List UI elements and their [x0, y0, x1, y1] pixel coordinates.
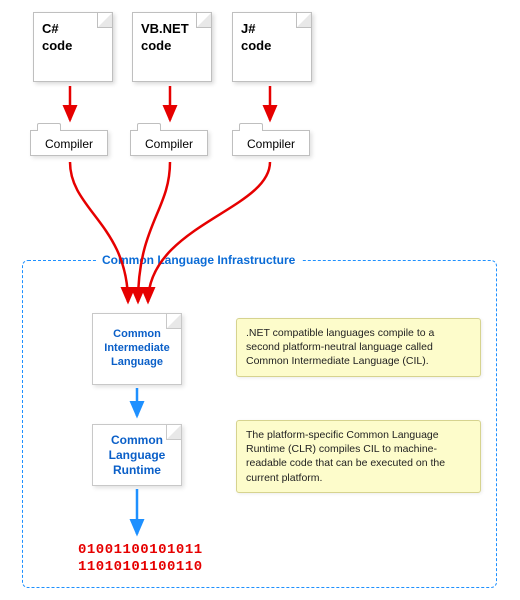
source-label: J#code	[241, 21, 271, 53]
clr-label: CommonLanguageRuntime	[109, 433, 166, 478]
clr-box: CommonLanguageRuntime	[92, 424, 182, 486]
cil-box: CommonIntermediateLanguage	[92, 313, 182, 385]
compiler-label: Compiler	[247, 137, 295, 151]
callout-cil: .NET compatible languages compile to a s…	[236, 318, 481, 377]
compiler-box: Compiler	[232, 130, 310, 156]
cil-label: CommonIntermediateLanguage	[104, 328, 169, 369]
source-box-csharp: C#code	[33, 12, 113, 82]
cli-label-text: Common Language Infrastructure	[102, 253, 295, 267]
binary-output: 01001100101011 11010101100110	[78, 542, 203, 576]
compiler-box: Compiler	[130, 130, 208, 156]
cli-frame-label: Common Language Infrastructure	[96, 253, 301, 267]
compiler-label: Compiler	[145, 137, 193, 151]
compiler-box: Compiler	[30, 130, 108, 156]
compiler-label: Compiler	[45, 137, 93, 151]
callout-clr: The platform-specific Common Language Ru…	[236, 420, 481, 493]
source-box-jsharp: J#code	[232, 12, 312, 82]
source-label: VB.NETcode	[141, 21, 189, 53]
binary-line: 01001100101011	[78, 542, 203, 558]
callout-text: The platform-specific Common Language Ru…	[246, 429, 445, 484]
source-label: C#code	[42, 21, 72, 53]
diagram-canvas: C#code VB.NETcode J#code Compiler Compil…	[0, 0, 520, 600]
callout-text: .NET compatible languages compile to a s…	[246, 327, 434, 367]
binary-line: 11010101100110	[78, 559, 203, 575]
source-box-vbnet: VB.NETcode	[132, 12, 212, 82]
